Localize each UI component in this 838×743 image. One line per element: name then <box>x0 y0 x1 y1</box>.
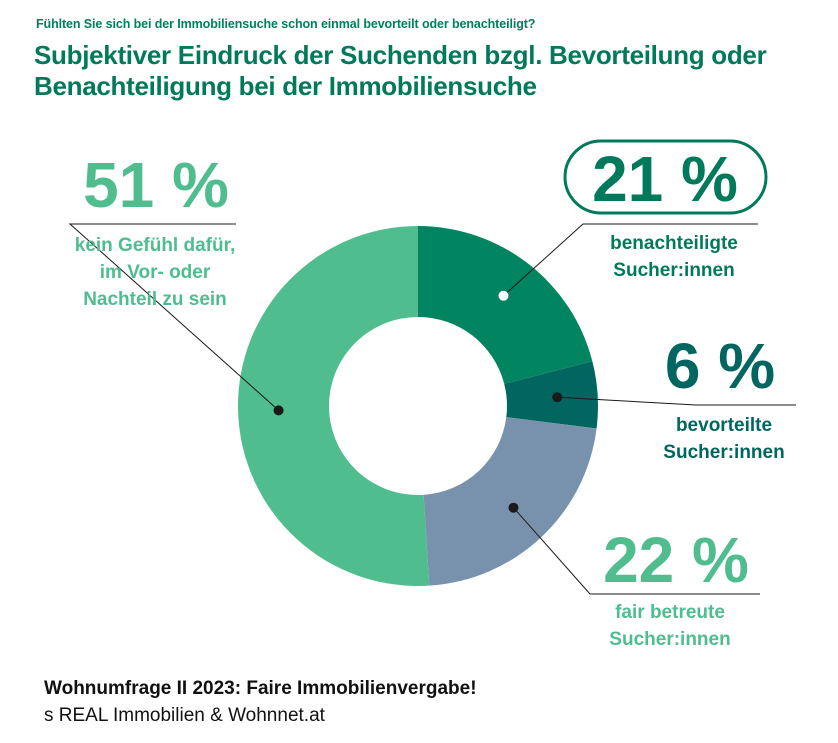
slice-fair <box>423 417 597 586</box>
leader-line-fair <box>513 507 760 595</box>
survey-question: Fühlten Sie sich bei der Immobiliensuche… <box>36 17 536 31</box>
marker-dot-neutral <box>273 405 284 416</box>
category-label-fair-1: Sucher:innen <box>609 629 730 650</box>
category-label-neutral-0: kein Gefühl dafür, <box>75 235 235 256</box>
marker-dot-bevorteilt <box>552 392 563 403</box>
pct-label-neutral: 51 % <box>83 149 229 221</box>
category-label-neutral-2: Nachteil zu sein <box>83 289 227 310</box>
donut-slices <box>238 226 598 586</box>
footer-source: s REAL Immobilien & Wohnnet.at <box>44 705 325 726</box>
chart-title: Subjektiver Eindruck der Suchenden bzgl.… <box>34 40 767 101</box>
slice-labels: 21 % benachteiligte Sucher:innen 6 % bevorte… <box>75 139 785 650</box>
slice-neutral <box>238 226 430 586</box>
slice-bevorteilt <box>504 361 598 429</box>
leader-line-benachteiligt <box>503 223 758 297</box>
marker-dot-benachteiligt <box>498 290 509 301</box>
footer-survey-title: Wohnumfrage II 2023: Faire Immobilienver… <box>44 678 477 699</box>
category-label-bevorteilt-0: bevorteilte <box>676 415 772 436</box>
category-label-fair-0: fair betreute <box>615 602 725 623</box>
marker-dot-fair <box>508 502 519 513</box>
category-label-benachteiligt-1: Sucher:innen <box>613 260 734 281</box>
leader-line-bevorteilt <box>557 396 796 406</box>
pct-label-benachteiligt: 21 % <box>592 143 738 215</box>
leader-lines <box>68 223 796 595</box>
leader-line-neutral <box>68 223 279 411</box>
pct-label-fair: 22 % <box>603 524 749 596</box>
slice-benachteiligt <box>418 226 593 384</box>
pct-label-bevorteilt: 6 % <box>665 330 775 402</box>
category-label-bevorteilt-1: Sucher:innen <box>663 442 784 463</box>
category-label-neutral-1: im Vor- oder <box>100 262 211 283</box>
highlight-badge-benachteiligt <box>563 139 768 215</box>
category-label-benachteiligt-0: benachteiligte <box>610 233 738 254</box>
